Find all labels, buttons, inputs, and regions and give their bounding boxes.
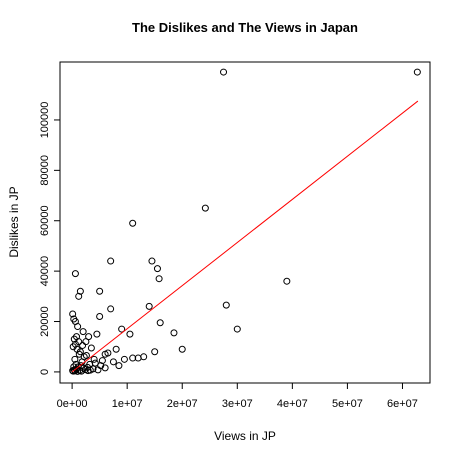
point xyxy=(104,349,112,357)
x-tick-label: 6e+07 xyxy=(387,398,418,410)
point xyxy=(155,275,163,283)
y-tick-label: 0 xyxy=(39,369,51,375)
point xyxy=(90,355,98,363)
y-tick-label: 40000 xyxy=(39,256,51,287)
x-tick-label: 3e+07 xyxy=(222,398,253,410)
point xyxy=(118,325,126,333)
point xyxy=(71,270,79,278)
x-axis-label: Views in JP xyxy=(214,429,276,443)
point xyxy=(76,287,84,295)
point xyxy=(115,362,123,370)
point xyxy=(96,312,104,320)
point xyxy=(134,354,142,362)
point xyxy=(75,292,83,300)
point xyxy=(107,305,115,313)
point xyxy=(413,68,421,76)
point xyxy=(94,366,102,374)
point xyxy=(140,353,148,361)
point xyxy=(145,302,153,310)
point xyxy=(220,68,228,76)
x-tick-label: 0e+00 xyxy=(57,398,88,410)
point xyxy=(170,329,178,337)
point xyxy=(222,301,230,309)
point xyxy=(201,204,209,212)
point xyxy=(74,323,82,331)
point xyxy=(69,310,77,318)
point xyxy=(75,350,83,358)
y-tick-label: 80000 xyxy=(39,155,51,186)
point xyxy=(153,265,161,273)
point xyxy=(75,338,83,346)
point xyxy=(93,330,101,338)
point xyxy=(91,359,99,367)
point xyxy=(71,355,79,363)
point xyxy=(71,367,79,375)
point xyxy=(126,330,134,338)
point xyxy=(107,257,115,265)
y-tick-label: 60000 xyxy=(39,205,51,236)
point xyxy=(120,355,128,363)
point xyxy=(109,358,117,366)
point xyxy=(87,344,95,352)
point xyxy=(151,348,159,356)
x-tick-label: 5e+07 xyxy=(332,398,363,410)
point xyxy=(79,328,87,336)
point xyxy=(148,257,156,265)
chart-title: The Dislikes and The Views in Japan xyxy=(132,20,358,35)
point xyxy=(156,319,164,327)
point xyxy=(79,341,87,349)
y-axis-label: Dislikes in JP xyxy=(7,186,21,257)
x-tick-label: 1e+07 xyxy=(112,398,143,410)
point xyxy=(112,345,120,353)
plot-frame xyxy=(59,61,431,384)
y-tick-label: 100000 xyxy=(39,102,51,139)
point xyxy=(82,352,90,360)
point xyxy=(82,338,90,346)
point xyxy=(96,287,104,295)
point xyxy=(101,364,109,372)
point xyxy=(84,367,92,375)
y-tick-label: 20000 xyxy=(39,306,51,337)
x-tick-label: 2e+07 xyxy=(167,398,198,410)
point xyxy=(178,345,186,353)
point xyxy=(283,277,291,285)
point xyxy=(233,325,241,333)
x-tick-label: 4e+07 xyxy=(277,398,308,410)
point xyxy=(129,219,137,227)
point xyxy=(77,367,85,375)
point xyxy=(98,357,106,365)
point xyxy=(74,367,82,375)
regression-line xyxy=(71,100,419,373)
